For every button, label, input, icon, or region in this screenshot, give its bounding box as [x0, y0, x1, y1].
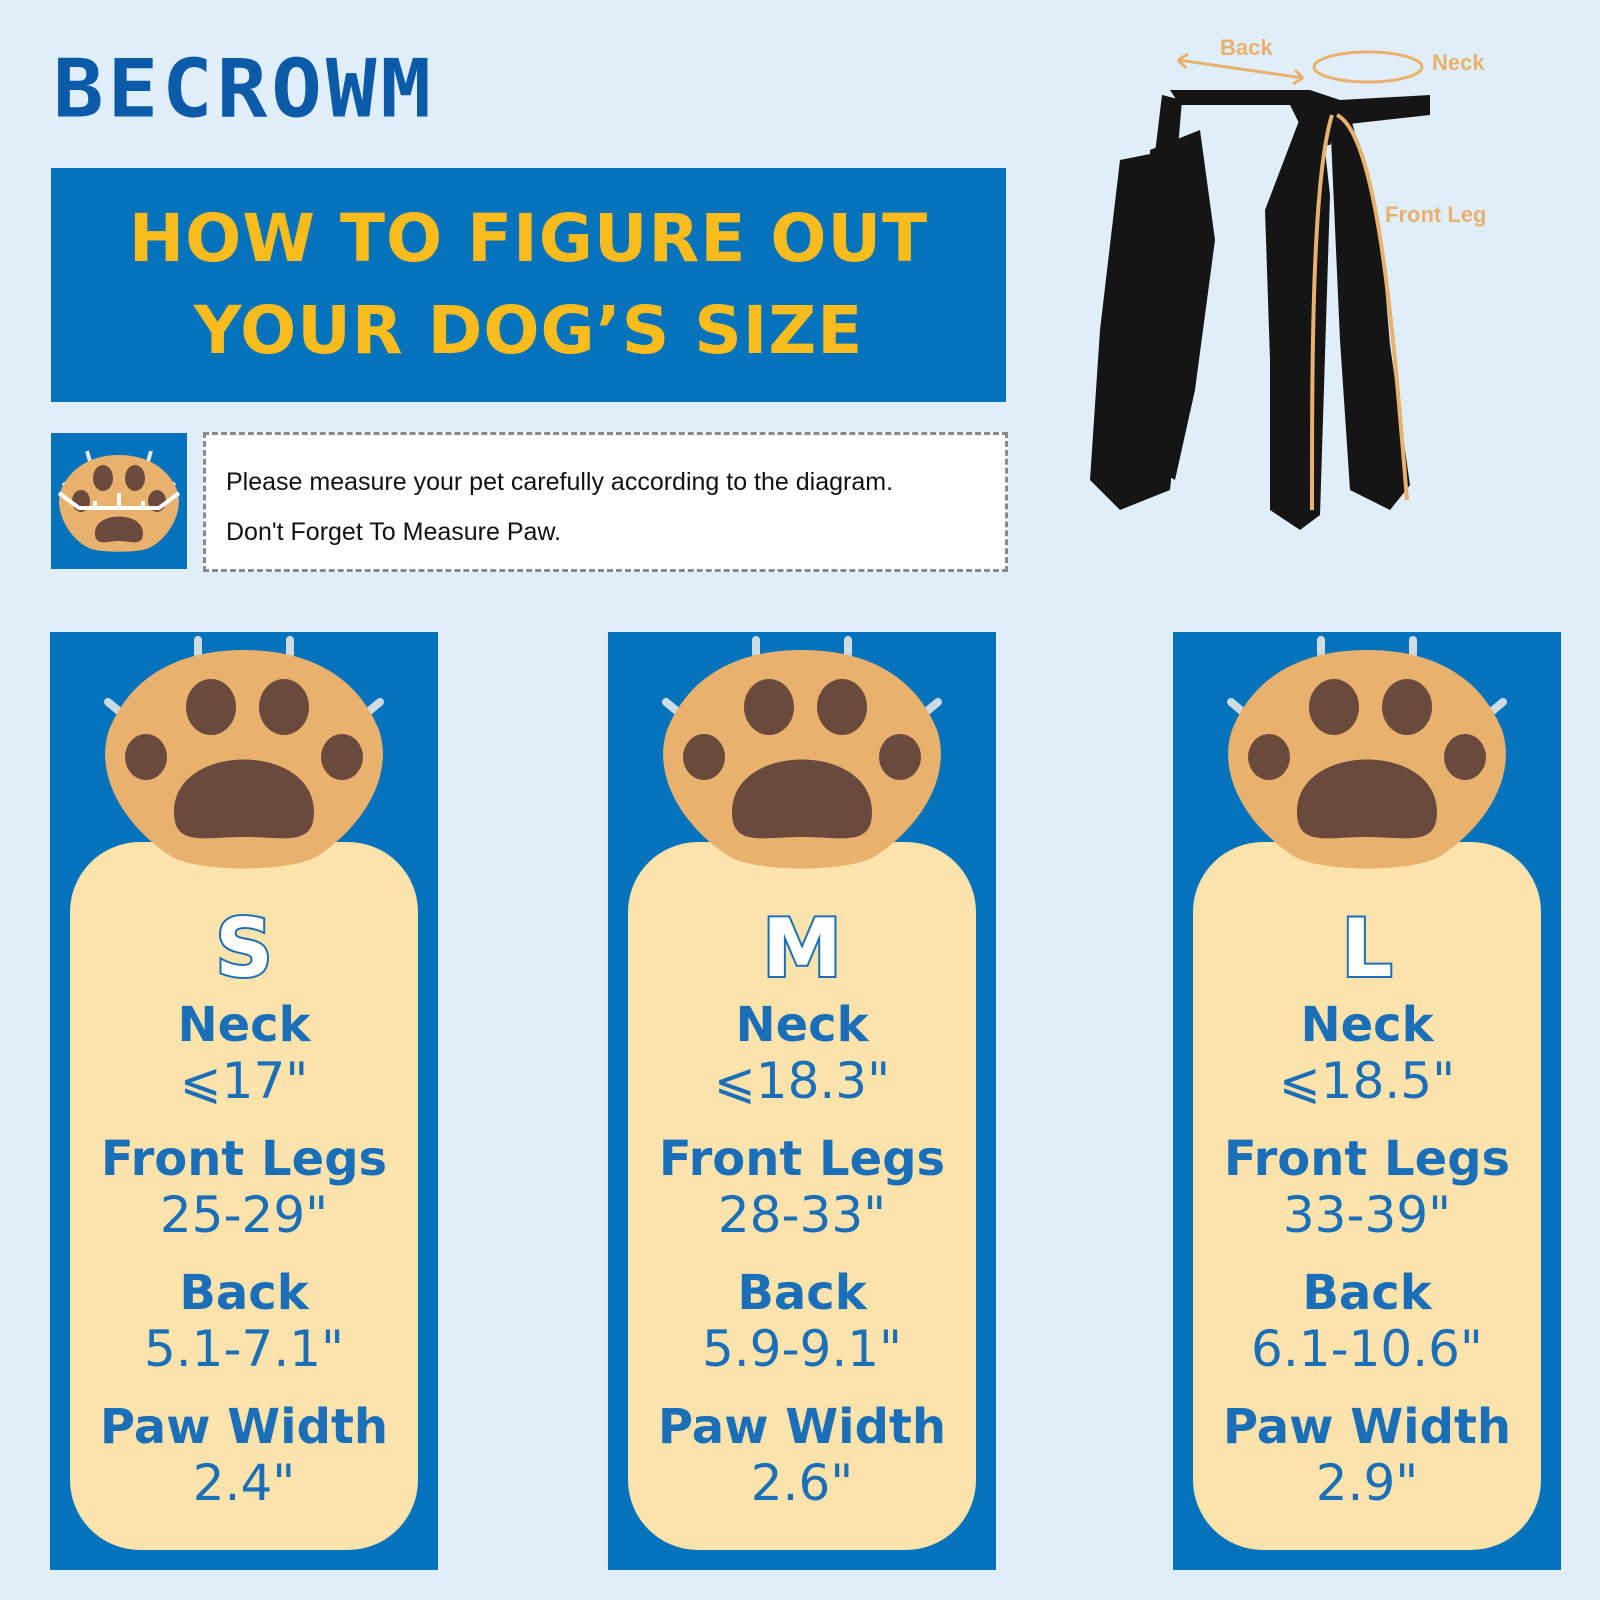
- paw-width-label: Paw Width: [99, 1399, 389, 1455]
- back-label: Back: [737, 1265, 867, 1321]
- size-letter: L: [1340, 900, 1395, 997]
- front-legs-label: Front Legs: [100, 1131, 388, 1187]
- size-card-l: L Neck ⩽18.5" Front Legs 33-39" Back 6.1…: [1173, 632, 1561, 1570]
- neck-value: ⩽18.5": [1278, 1052, 1456, 1110]
- paw-width-value: 2.6": [750, 1454, 854, 1512]
- diagram-label-front-leg: Front Leg: [1385, 202, 1486, 227]
- neck-value: ⩽17": [179, 1052, 309, 1110]
- size-card-m: M Neck ⩽18.3" Front Legs 28-33" Back 5.9…: [608, 632, 996, 1570]
- note-line-2: Don't Forget To Measure Paw.: [226, 518, 562, 546]
- front-legs-value: 33-39": [1282, 1186, 1452, 1244]
- paw-width-label: Paw Width: [657, 1399, 947, 1455]
- paw-width-value: 2.4": [192, 1454, 296, 1512]
- neck-label: Neck: [177, 997, 311, 1053]
- size-specs: Neck ⩽18.3" Front Legs 28-33" Back 5.9-9…: [608, 997, 996, 1533]
- front-legs-label: Front Legs: [1223, 1131, 1511, 1187]
- size-letter: S: [213, 900, 275, 997]
- diagram-label-back: Back: [1220, 35, 1273, 60]
- title-line-2: YOUR DOG’S SIZE: [193, 292, 864, 369]
- diagram-label-neck: Neck: [1432, 50, 1485, 75]
- paw-width-label: Paw Width: [1222, 1399, 1512, 1455]
- size-specs: Neck ⩽18.5" Front Legs 33-39" Back 6.1-1…: [1173, 997, 1561, 1533]
- back-label: Back: [179, 1265, 309, 1321]
- front-legs-value: 28-33": [717, 1186, 887, 1244]
- size-card-s: S Neck ⩽17" Front Legs 25-29" Back 5.1-7…: [50, 632, 438, 1570]
- note-line-1: Please measure your pet carefully accord…: [226, 468, 894, 496]
- size-specs: Neck ⩽17" Front Legs 25-29" Back 5.1-7.1…: [50, 997, 438, 1533]
- size-panel: [70, 842, 418, 1550]
- front-legs-label: Front Legs: [658, 1131, 946, 1187]
- size-panel: [1193, 842, 1541, 1550]
- paw-icon: [1227, 636, 1507, 869]
- back-value: 5.1-7.1": [143, 1320, 345, 1378]
- size-panel: [628, 842, 976, 1550]
- paw-icon: [104, 636, 384, 869]
- brand-logo: BECROWM: [53, 42, 436, 136]
- back-value: 6.1-10.6": [1251, 1320, 1483, 1378]
- paw-measure-icon: [51, 433, 187, 569]
- title-banner: HOW TO FIGURE OUT YOUR DOG’S SIZE: [51, 168, 1006, 402]
- neck-value: ⩽18.3": [713, 1052, 891, 1110]
- neck-label: Neck: [735, 997, 869, 1053]
- back-value: 5.9-9.1": [701, 1320, 903, 1378]
- back-label: Back: [1302, 1265, 1432, 1321]
- size-letter: M: [760, 900, 844, 997]
- paw-width-value: 2.9": [1315, 1454, 1419, 1512]
- title-line-1: HOW TO FIGURE OUT: [128, 200, 929, 277]
- paw-icon: [662, 636, 942, 869]
- suspenders-diagram: Back Neck Front Leg: [1090, 35, 1486, 530]
- measurement-note: Please measure your pet carefully accord…: [203, 432, 1008, 572]
- neck-label: Neck: [1300, 997, 1434, 1053]
- front-legs-value: 25-29": [159, 1186, 329, 1244]
